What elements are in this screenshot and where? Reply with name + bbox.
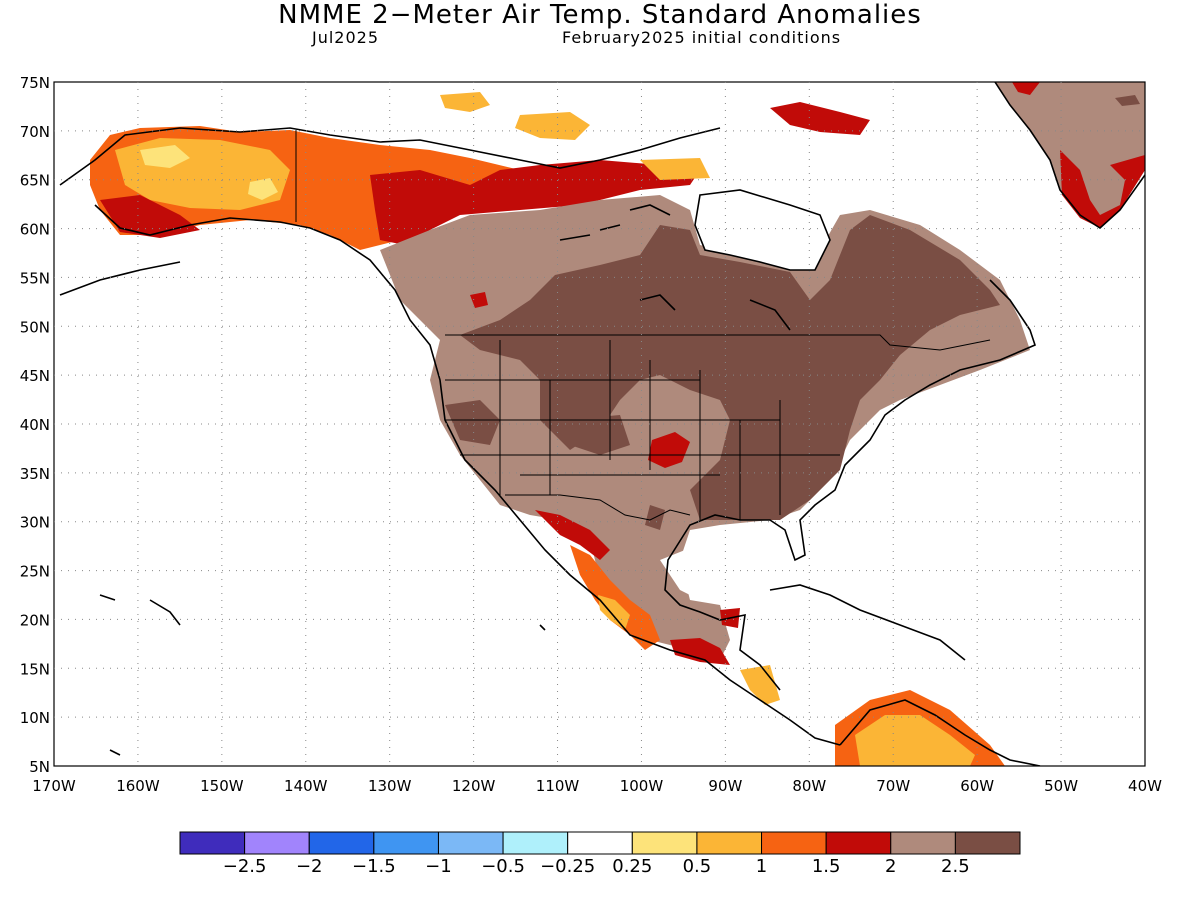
region-dark-brown-core: [460, 215, 1000, 520]
region-greenland-light-brown: [995, 82, 1145, 225]
lat-tick-label: 50N: [20, 318, 50, 336]
colorbar-swatch: [954, 831, 1021, 855]
lat-tick-label: 15N: [20, 660, 50, 678]
colorbar-label: 2.5: [941, 856, 970, 877]
lat-tick-label: 20N: [20, 611, 50, 629]
lon-tick-label: 80W: [792, 777, 826, 795]
colorbar-swatch: [437, 831, 504, 855]
colorbar-label: −2.5: [222, 856, 267, 877]
political-borders: [295, 130, 991, 521]
colorbar-label: 1: [755, 856, 768, 877]
region-arctic-red: [100, 160, 700, 245]
colorbar-swatch: [631, 831, 698, 855]
map-axes: 75N 70N 65N 60N 55N 50N 45N 40N 35N 30N 25N 20N 15N 1…: [20, 74, 1162, 795]
region-alaska-yellow: [140, 145, 278, 200]
water-hudson-bay: [695, 190, 830, 270]
region-mexico-red: [535, 510, 740, 665]
region-central-america-yellow: [740, 665, 780, 705]
lat-tick-label: 30N: [20, 514, 50, 532]
lat-tick-label: 35N: [20, 465, 50, 483]
colorbar-swatch: [825, 831, 892, 855]
lat-tick-label: 45N: [20, 367, 50, 385]
valid-month: Jul2025: [312, 28, 380, 47]
colorbar-label: −0.5: [481, 856, 525, 877]
lat-tick-label: 10N: [20, 709, 50, 727]
colorbar-label: 2: [885, 856, 897, 877]
region-greenland-dark: [1115, 95, 1140, 106]
colorbar-label: −1.5: [351, 856, 396, 877]
colorbar-label: −1: [425, 856, 452, 877]
lat-tick-label: 70N: [20, 123, 50, 141]
lon-tick-label: 110W: [536, 777, 580, 795]
colorbar-label: −0.25: [540, 856, 596, 877]
colorbar: [179, 831, 1021, 855]
colorbar-swatch: [890, 831, 956, 855]
coastlines: [59, 82, 1145, 766]
lon-tick-label: 150W: [200, 777, 244, 795]
colorbar-label: 0.25: [612, 856, 653, 877]
region-arctic-islands: [440, 92, 710, 180]
colorbar-swatch: [179, 831, 246, 855]
region-south-america-light: [855, 715, 975, 766]
init-conditions: February2025 initial conditions: [562, 28, 842, 47]
lon-tick-label: 50W: [1044, 777, 1078, 795]
lat-tick-label: 65N: [20, 172, 50, 190]
region-plains-red: [648, 432, 690, 468]
lat-tick-label: 5N: [29, 758, 50, 776]
colorbar-swatch: [373, 831, 439, 855]
lat-tick-label: 40N: [20, 416, 50, 434]
lon-tick-label: 130W: [368, 777, 412, 795]
lon-tick-label: 100W: [620, 777, 664, 795]
colorbar-swatch: [696, 831, 763, 855]
lon-tick-label: 40W: [1128, 777, 1162, 795]
map-title: NMME 2−Meter Air Temp. Standard Anomalie…: [278, 0, 922, 30]
lat-tick-label: 25N: [20, 563, 50, 581]
colorbar-label: 1.5: [811, 856, 841, 877]
water-gulf: [660, 540, 800, 600]
lon-tick-label: 140W: [284, 777, 328, 795]
colorbar-swatch: [761, 831, 827, 855]
lon-tick-label: 120W: [452, 777, 496, 795]
region-hudson-red: [470, 102, 870, 308]
colorbar-swatch: [308, 831, 375, 855]
lat-tick-label: 60N: [20, 221, 50, 239]
region-mexico-light: [598, 595, 630, 630]
colorbar-swatch: [502, 831, 569, 855]
lon-tick-label: 70W: [876, 777, 910, 795]
colorbar-swatch: [567, 831, 633, 855]
colorbar-label: 0.5: [682, 856, 712, 877]
region-greenland-red: [1012, 82, 1145, 228]
region-mexico-orange: [570, 545, 660, 650]
lon-tick-label: 90W: [708, 777, 742, 795]
colorbar-label: −2: [295, 856, 323, 877]
lat-tick-label: 55N: [20, 269, 50, 287]
colorbar-swatch: [244, 831, 310, 855]
lon-tick-label: 60W: [960, 777, 994, 795]
lon-tick-label: 160W: [116, 777, 160, 795]
lat-tick-label: 75N: [20, 74, 50, 92]
lon-tick-label: 170W: [32, 777, 76, 795]
